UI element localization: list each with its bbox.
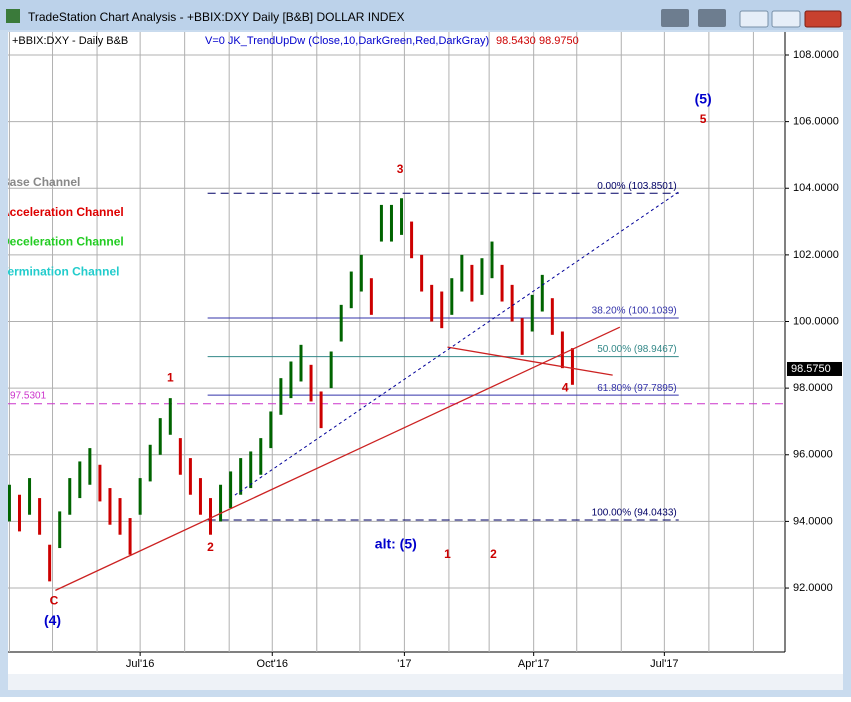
maximize-button[interactable]: [771, 10, 801, 28]
trendline: [55, 326, 621, 591]
channel-label: Termination Channel: [1, 264, 119, 278]
wave-label: 5: [700, 112, 707, 126]
fib-label: 0.00% (103.8501): [597, 181, 677, 192]
x-tick-label: Oct'16: [257, 658, 288, 670]
channel-label: Base Channel: [1, 175, 80, 189]
y-tick-label: 108.0000: [793, 49, 839, 61]
wave-label: 4: [562, 380, 569, 394]
fib-label: 50.00% (98.9467): [597, 344, 677, 355]
wave-label: 1: [444, 547, 451, 561]
last-price-label: 98.5750: [791, 363, 831, 375]
fib-label: 61.80% (97.7895): [597, 383, 677, 394]
last-price-box: [787, 361, 842, 376]
x-tick-label: Jul'16: [126, 658, 154, 670]
y-tick-label: 98.0000: [793, 382, 833, 394]
s-menu-button[interactable]: [661, 9, 689, 27]
y-tick-label: 104.0000: [793, 182, 839, 194]
y-tick-label: 102.0000: [793, 249, 839, 261]
y-tick-label: 96.0000: [793, 449, 833, 461]
indicator-value: 98.9750: [539, 35, 579, 47]
wave-label: 1: [167, 370, 174, 384]
channel-label: Acceleration Channel: [1, 205, 124, 219]
y-tick-label: 92.0000: [793, 582, 833, 594]
app-icon: [6, 9, 20, 23]
i-menu-button[interactable]: [698, 9, 726, 27]
channel-label: Deceleration Channel: [1, 235, 124, 249]
minimize-button[interactable]: [739, 10, 769, 28]
wave-label: alt: (5): [375, 535, 417, 551]
plot: 0.00% (103.8501) 38.20% (100.1039) 50.00% …: [1, 32, 785, 652]
time-axis: [8, 652, 843, 674]
scrollbar[interactable]: [8, 674, 843, 690]
wave-label: C: [50, 594, 59, 608]
close-button[interactable]: [804, 10, 842, 28]
trendline: [447, 346, 613, 376]
wave-label: (5): [695, 91, 712, 107]
x-tick-label: Apr'17: [518, 658, 549, 670]
wave-label: (4): [44, 612, 61, 628]
wave-label: 2: [490, 547, 497, 561]
price-axis: [785, 32, 843, 652]
symbol-label: +BBIX:DXY - Daily B&B: [12, 35, 128, 47]
fib-label: 100.00% (94.0433): [592, 508, 677, 519]
indicator-value: 98.5430: [496, 35, 536, 47]
y-tick-label: 94.0000: [793, 515, 833, 527]
axes: 92.0000 94.0000 96.0000 98.0000 100.0000 102.…: [126, 49, 842, 670]
wave-label: 2: [207, 540, 214, 554]
indicator-label: V=0 JK_TrendUpDw (Close,10,DarkGreen,Red…: [205, 35, 489, 47]
wave-label: 3: [397, 162, 404, 176]
x-tick-label: '17: [397, 658, 411, 670]
fib-label: 38.20% (100.1039): [592, 306, 677, 317]
y-tick-label: 100.0000: [793, 315, 839, 327]
support-label: 97.5301: [10, 390, 47, 401]
window-title: TradeStation Chart Analysis - +BBIX:DXY …: [28, 10, 404, 24]
y-tick-label: 106.0000: [793, 116, 839, 128]
plot-area: [8, 32, 785, 652]
x-tick-label: Jul'17: [650, 658, 678, 670]
